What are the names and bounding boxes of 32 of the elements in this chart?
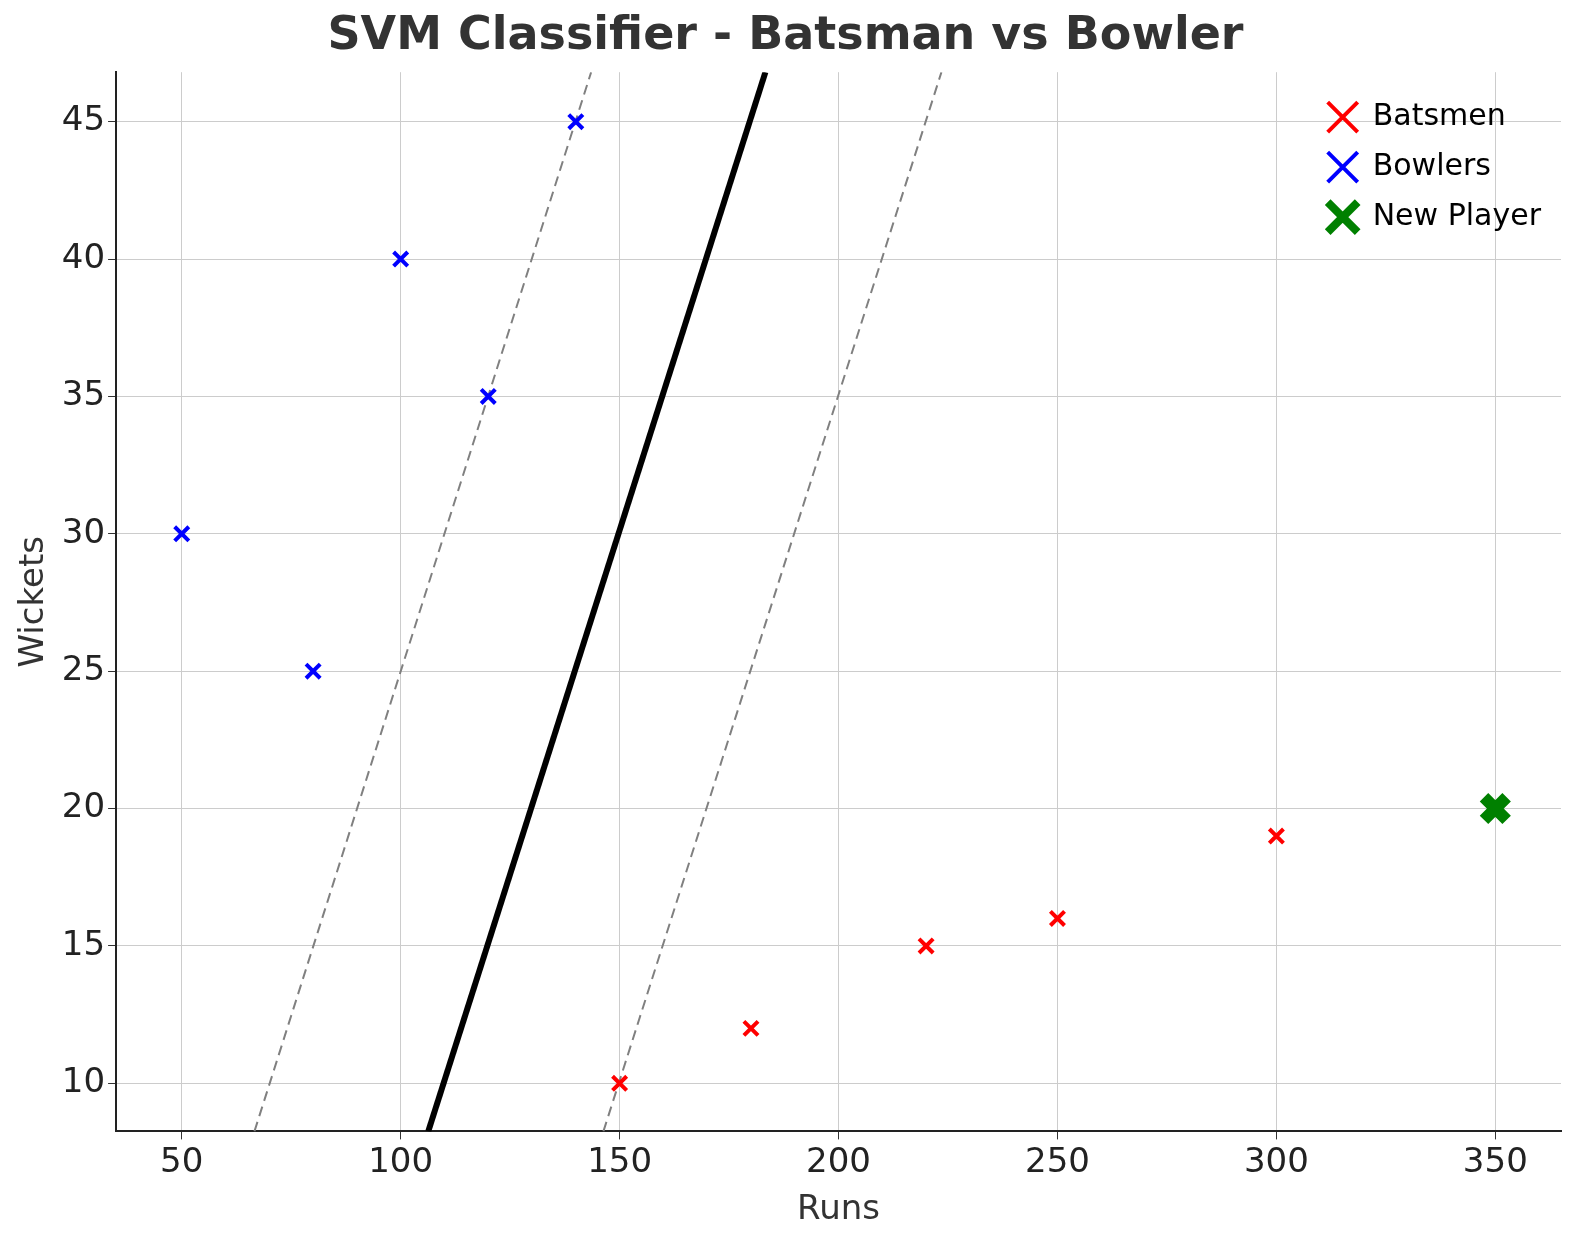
point: [172, 524, 191, 543]
x-tick-label: 150: [587, 1139, 653, 1180]
legend-label: Bowlers: [1372, 147, 1491, 182]
y-tick-label: 35: [61, 373, 106, 414]
y-tick-label: 40: [61, 235, 106, 276]
point: [1048, 909, 1067, 928]
point: [1478, 791, 1513, 826]
point: [917, 936, 936, 956]
x-tick-label: 350: [1462, 1139, 1528, 1180]
x-tick-label: 300: [1243, 1139, 1309, 1180]
y-tick-label: 30: [61, 510, 106, 551]
x-tick-label: 50: [160, 1139, 204, 1180]
y-axis-title: Wickets: [11, 536, 52, 668]
chart-title: SVM Classifier - Batsman vs Bowler: [327, 5, 1244, 60]
x-axis-title: Runs: [797, 1187, 880, 1228]
point: [304, 662, 323, 681]
x-tick-label: 200: [806, 1139, 871, 1180]
legend-label: Batsmen: [1372, 97, 1506, 132]
point: [566, 112, 585, 131]
point: [1267, 826, 1286, 846]
legend-label: New Player: [1372, 197, 1542, 232]
y-tick-label: 45: [61, 98, 106, 139]
x-tick-label: 100: [368, 1139, 434, 1180]
point: [391, 249, 410, 269]
x-tick-label: 250: [1025, 1139, 1090, 1180]
point: [741, 1019, 761, 1038]
y-tick-label: 10: [61, 1060, 106, 1101]
point: [610, 1074, 629, 1093]
point: [479, 387, 498, 406]
y-tick-label: 20: [61, 785, 106, 826]
y-tick-label: 15: [61, 922, 106, 963]
y-tick-label: 25: [61, 648, 106, 689]
